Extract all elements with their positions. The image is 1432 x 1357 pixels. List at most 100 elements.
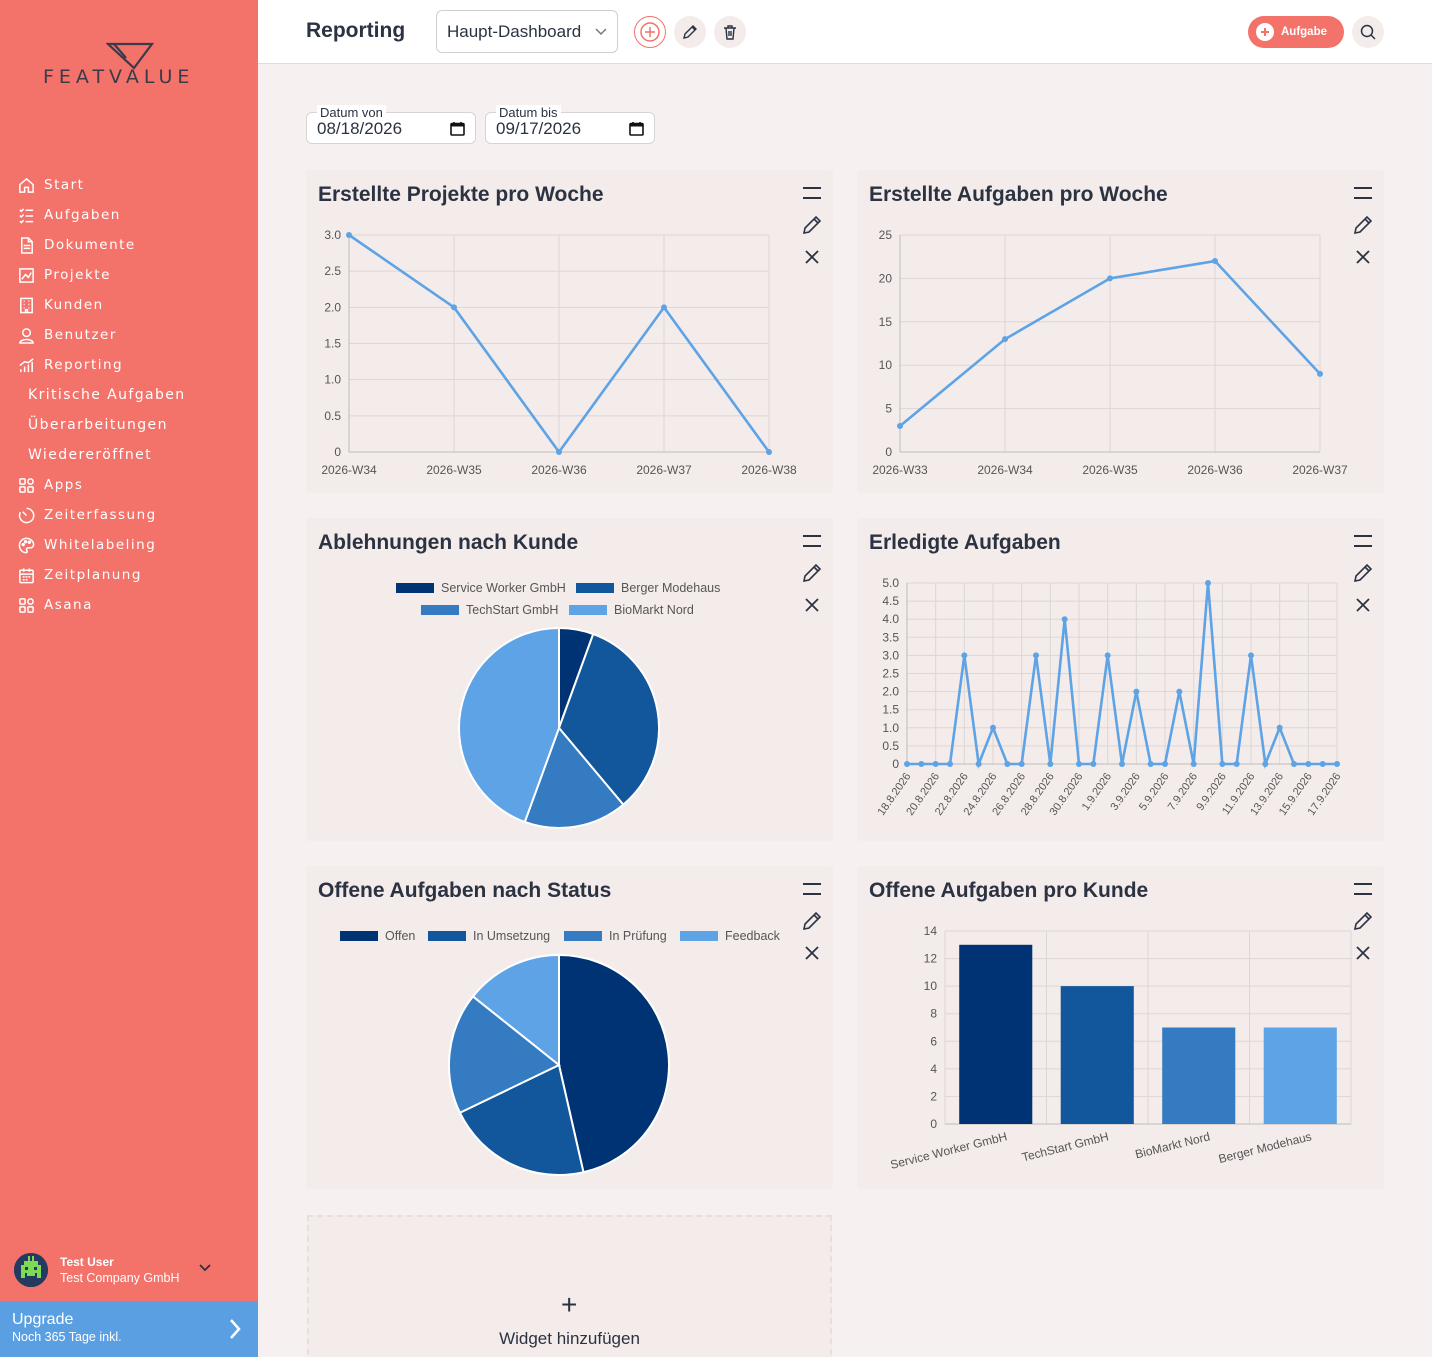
user-icon xyxy=(17,326,35,344)
edit-widget-pencil-icon[interactable] xyxy=(801,214,823,236)
user-menu[interactable]: Test User Test Company GmbH xyxy=(14,1250,244,1290)
legend-swatch xyxy=(569,605,607,615)
sidebar-item-projekte[interactable]: Projekte xyxy=(0,260,258,290)
y-tick-label: 1.5 xyxy=(882,703,899,717)
date-to-field[interactable]: Datum bis 09/17/2026 xyxy=(485,105,655,144)
drag-handle-icon[interactable] xyxy=(1352,530,1374,552)
close-widget-icon[interactable] xyxy=(1352,942,1374,964)
data-point xyxy=(1291,761,1297,767)
edit-widget-pencil-icon[interactable] xyxy=(801,562,823,584)
search-button[interactable] xyxy=(1352,16,1384,48)
date-from-field[interactable]: Datum von 08/18/2026 xyxy=(306,105,476,144)
sidebar-item-benutzer[interactable]: Benutzer xyxy=(0,320,258,350)
sidebar-item-reporting[interactable]: Reporting xyxy=(0,350,258,380)
sidebar-item-ueberarbeitungen[interactable]: Überarbeitungen xyxy=(0,410,258,440)
data-point xyxy=(556,449,562,455)
calendar-icon[interactable] xyxy=(450,121,465,136)
sidebar-item-label: Projekte xyxy=(44,267,111,283)
trash-icon xyxy=(724,25,736,40)
top-header: Reporting Haupt-Dashboard Aufgabe xyxy=(258,0,1432,64)
edit-widget-pencil-icon[interactable] xyxy=(1352,562,1374,584)
calendar-icon[interactable] xyxy=(629,121,644,136)
data-point xyxy=(1061,616,1068,623)
logo-mark-icon xyxy=(106,42,154,70)
data-point xyxy=(990,724,996,731)
chart-svg: Service Worker GmbH Berger Modehaus TechSt… xyxy=(396,581,720,829)
y-tick-label: 0 xyxy=(885,445,892,459)
widget-projects-per-week: Erstellte Projekte pro Woche 0 0.5 1.0 1.5 2.… xyxy=(306,170,833,493)
sidebar: FEATVALUE Start Aufgaben Dokumente Proje… xyxy=(0,0,258,1357)
widget-rejections-by-customer: Ablehnungen nach Kunde Service Worker Gmb… xyxy=(306,518,833,841)
sidebar-item-zeiterfassung[interactable]: Zeiterfassung xyxy=(0,500,258,530)
sidebar-item-kritische-aufgaben[interactable]: Kritische Aufgaben xyxy=(0,380,258,410)
sidebar-item-apps[interactable]: Apps xyxy=(0,470,258,500)
legend-swatch xyxy=(428,931,466,941)
chevron-down-icon[interactable] xyxy=(198,1260,212,1274)
drag-handle-icon[interactable] xyxy=(1352,182,1374,204)
sidebar-item-start[interactable]: Start xyxy=(0,170,258,200)
logo[interactable]: FEATVALUE xyxy=(40,40,220,100)
data-point xyxy=(1176,688,1183,695)
dashboard-select[interactable]: Haupt-Dashboard xyxy=(436,10,618,53)
close-widget-icon[interactable] xyxy=(801,246,823,268)
upgrade-title: Upgrade xyxy=(12,1311,74,1328)
close-widget-icon[interactable] xyxy=(1352,246,1374,268)
legend-label: Berger Modehaus xyxy=(621,581,720,595)
x-tick-label: Berger Modehaus xyxy=(1217,1129,1313,1166)
y-tick-label: 4.5 xyxy=(882,594,899,608)
data-point xyxy=(1076,761,1082,767)
add-task-button[interactable]: Aufgabe xyxy=(1248,16,1344,48)
y-tick-label: 0 xyxy=(930,1117,937,1131)
sidebar-item-dokumente[interactable]: Dokumente xyxy=(0,230,258,260)
sidebar-item-label: Zeiterfassung xyxy=(44,507,157,523)
page-title: Reporting xyxy=(306,19,406,42)
legend-swatch xyxy=(564,931,602,941)
sidebar-item-aufgaben[interactable]: Aufgaben xyxy=(0,200,258,230)
y-tick-label: 10 xyxy=(879,358,893,372)
sidebar-item-label: Reporting xyxy=(44,357,124,373)
pie-slice xyxy=(448,995,561,1115)
edit-widget-pencil-icon[interactable] xyxy=(801,910,823,932)
close-widget-icon[interactable] xyxy=(1352,594,1374,616)
delete-dashboard-button[interactable] xyxy=(714,16,746,48)
sidebar-item-wiedereroeffnet[interactable]: Wiedereröffnet xyxy=(0,440,258,470)
search-icon xyxy=(1360,24,1376,40)
upgrade-banner[interactable]: Upgrade Noch 365 Tage inkl. xyxy=(0,1301,258,1357)
add-dashboard-button[interactable] xyxy=(634,16,666,48)
add-widget-tile[interactable]: + Widget hinzufügen xyxy=(307,1215,832,1357)
sidebar-item-kunden[interactable]: Kunden xyxy=(0,290,258,320)
widget-title: Erstellte Projekte pro Woche xyxy=(318,183,604,206)
widget-title: Erstellte Aufgaben pro Woche xyxy=(869,183,1168,206)
y-tick-label: 1.0 xyxy=(882,721,899,735)
legend-swatch xyxy=(340,931,378,941)
data-point xyxy=(1002,336,1008,343)
data-point xyxy=(1219,761,1226,767)
sidebar-item-asana[interactable]: Asana xyxy=(0,590,258,620)
close-widget-icon[interactable] xyxy=(801,942,823,964)
drag-handle-icon[interactable] xyxy=(801,530,823,552)
edit-dashboard-button[interactable] xyxy=(674,16,706,48)
drag-handle-icon[interactable] xyxy=(801,878,823,900)
data-point xyxy=(1248,652,1254,659)
close-widget-icon[interactable] xyxy=(801,594,823,616)
date-to-value: 09/17/2026 xyxy=(496,119,582,138)
sidebar-item-whitelabeling[interactable]: Whitelabeling xyxy=(0,530,258,560)
sidebar-item-label: Benutzer xyxy=(44,327,117,343)
add-task-label: Aufgabe xyxy=(1281,26,1327,38)
drag-handle-icon[interactable] xyxy=(1352,878,1374,900)
data-point xyxy=(918,761,925,767)
data-point xyxy=(975,761,982,767)
edit-widget-pencil-icon[interactable] xyxy=(1352,910,1374,932)
sidebar-item-zeitplanung[interactable]: Zeitplanung xyxy=(0,560,258,590)
y-tick-label: 2.0 xyxy=(324,300,341,314)
widget-title: Offene Aufgaben nach Status xyxy=(318,879,612,902)
y-tick-label: 5 xyxy=(885,402,892,416)
data-point xyxy=(1305,761,1312,767)
data-point xyxy=(1334,761,1340,767)
data-point xyxy=(1018,761,1025,767)
drag-handle-icon[interactable] xyxy=(801,182,823,204)
edit-widget-pencil-icon[interactable] xyxy=(1352,214,1374,236)
data-point xyxy=(1233,761,1240,767)
user-company: Test Company GmbH xyxy=(60,1271,180,1285)
data-point xyxy=(1147,761,1154,767)
